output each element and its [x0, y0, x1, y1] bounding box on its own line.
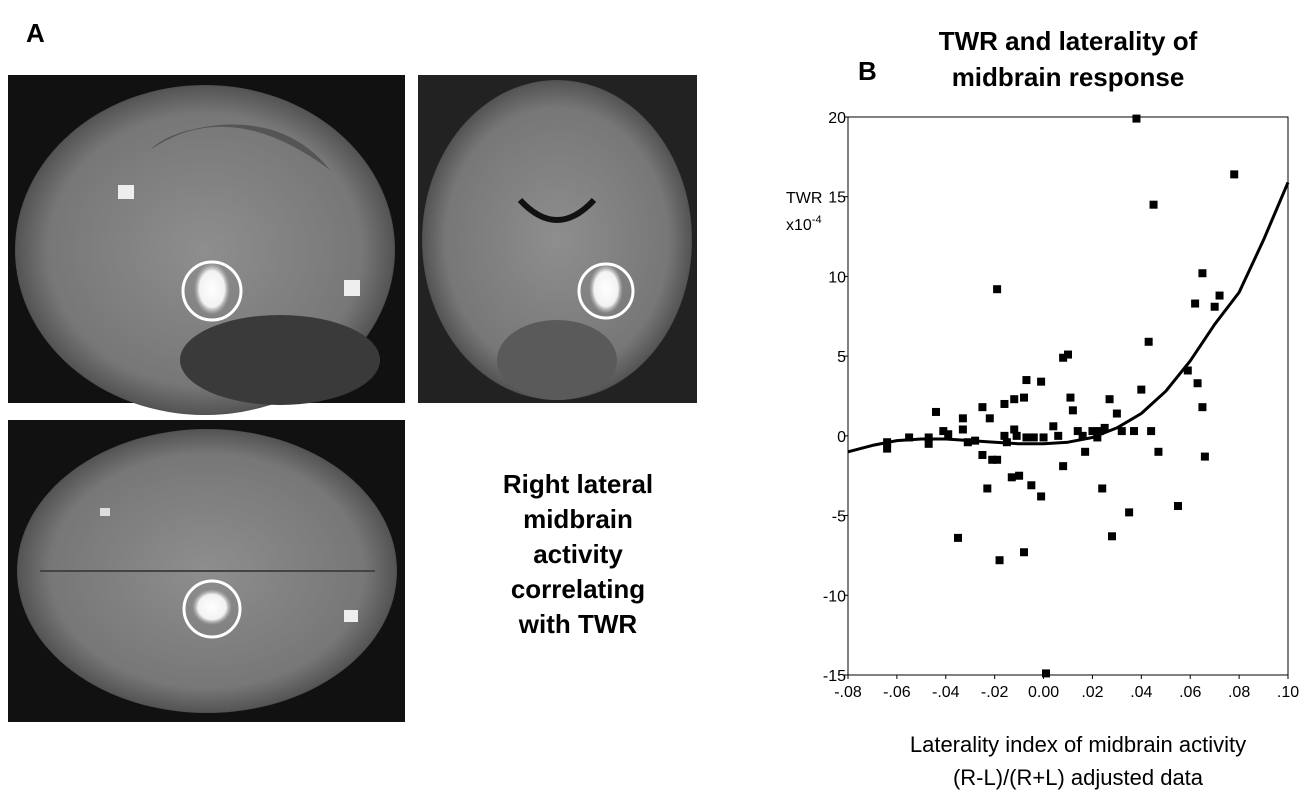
scatter-point [1054, 432, 1062, 440]
scatter-point [1132, 115, 1140, 123]
scatter-point [1191, 300, 1199, 308]
panel-label: B [858, 56, 877, 86]
x-tick-label: -.02 [981, 684, 1009, 701]
y-axis-scale: x10-4 [786, 214, 822, 234]
scatter-point [996, 556, 1004, 564]
scatter-point [944, 430, 952, 438]
scatter-point [1066, 394, 1074, 402]
scatter-point [1108, 532, 1116, 540]
scatter-point [1130, 427, 1138, 435]
scatter-point [1198, 403, 1206, 411]
scatter-point [932, 408, 940, 416]
scatter-point [1069, 406, 1077, 414]
scatter-point [1020, 548, 1028, 556]
scatter-point [983, 484, 991, 492]
scatter-point [1064, 351, 1072, 359]
caption: Right lateral midbrain activity correlat… [503, 469, 653, 639]
scatter-point [1150, 201, 1158, 209]
scatter-point [1125, 508, 1133, 516]
y-tick-label: -5 [832, 509, 846, 526]
scatter-point [1106, 395, 1114, 403]
x-tick-label: .06 [1179, 684, 1201, 701]
x-axis-label: (R-L)/(R+L) adjusted data [953, 765, 1204, 790]
scatter-point [1013, 432, 1021, 440]
y-tick-label: 10 [828, 269, 846, 286]
y-tick-label: 20 [828, 110, 846, 127]
y-tick-label: 5 [837, 349, 846, 366]
scatter-point [1042, 669, 1050, 677]
scatter-point [1030, 433, 1038, 441]
scatter-point [959, 414, 967, 422]
scatter-point [1059, 462, 1067, 470]
scatter-point [1137, 386, 1145, 394]
scatter-point [1015, 472, 1023, 480]
scatter-point [925, 440, 933, 448]
scatter-point [1020, 394, 1028, 402]
caption-line: correlating [511, 574, 645, 604]
scatter-point [1154, 448, 1162, 456]
scatter-point [1198, 269, 1206, 277]
y-scale-exponent: -4 [812, 214, 822, 226]
scatter-point [1174, 502, 1182, 510]
scatter-point [993, 285, 1001, 293]
scatter-point [1081, 448, 1089, 456]
scatter-point [1027, 481, 1035, 489]
scatter-point [978, 451, 986, 459]
scatter-point [1147, 427, 1155, 435]
scatter-point [993, 456, 1001, 464]
scatter-point [1037, 492, 1045, 500]
x-tick-label: .08 [1228, 684, 1250, 701]
scatter-point [1008, 473, 1016, 481]
panel-label: A [26, 18, 45, 48]
x-tick-label: .02 [1081, 684, 1103, 701]
figure: A Right lateral midbrain activity correl… [0, 0, 1304, 793]
chart-title: TWR and laterality of [939, 26, 1198, 56]
x-tick-label: .04 [1130, 684, 1152, 701]
scatter-point [954, 534, 962, 542]
x-tick-label: 0.00 [1028, 684, 1059, 701]
x-tick-label: -.08 [834, 684, 862, 701]
scatter-point [1201, 453, 1209, 461]
brain-coronal [418, 75, 697, 403]
scatter-point [1022, 433, 1030, 441]
caption-line: Right lateral [503, 469, 653, 499]
y-tick-label: 0 [837, 429, 846, 446]
brain-axial [8, 420, 405, 722]
y-axis-label: TWR [786, 190, 822, 207]
scatter-point [1000, 400, 1008, 408]
y-tick-label: -15 [823, 668, 846, 685]
scatter-point [1230, 170, 1238, 178]
y-scale-base: x10 [786, 217, 812, 234]
y-tick-label: 15 [828, 190, 846, 207]
caption-line: with TWR [518, 609, 638, 639]
fit-curve [848, 182, 1288, 451]
scatter-point [1010, 395, 1018, 403]
scatter-point [1037, 378, 1045, 386]
scatter-point [1113, 410, 1121, 418]
x-tick-label: -.04 [932, 684, 960, 701]
x-tick-label: .10 [1277, 684, 1299, 701]
scatter-point [959, 425, 967, 433]
scatter-point [883, 445, 891, 453]
scatter-point [1194, 379, 1202, 387]
scatter-point [1022, 376, 1030, 384]
scatter-point [1145, 338, 1153, 346]
x-tick-label: -.06 [883, 684, 911, 701]
scatter-point [1098, 484, 1106, 492]
scatter-point [1216, 292, 1224, 300]
scatter-point [1211, 303, 1219, 311]
caption-line: midbrain [523, 504, 633, 534]
chart-title: midbrain response [952, 62, 1185, 92]
scatter-point [978, 403, 986, 411]
scatter-point [1049, 422, 1057, 430]
y-tick-label: -10 [823, 588, 846, 605]
x-axis-label: Laterality index of midbrain activity [910, 732, 1246, 757]
scatter-point [986, 414, 994, 422]
caption-line: activity [533, 539, 623, 569]
scatter-point [1040, 433, 1048, 441]
brain-sagittal [8, 75, 405, 415]
